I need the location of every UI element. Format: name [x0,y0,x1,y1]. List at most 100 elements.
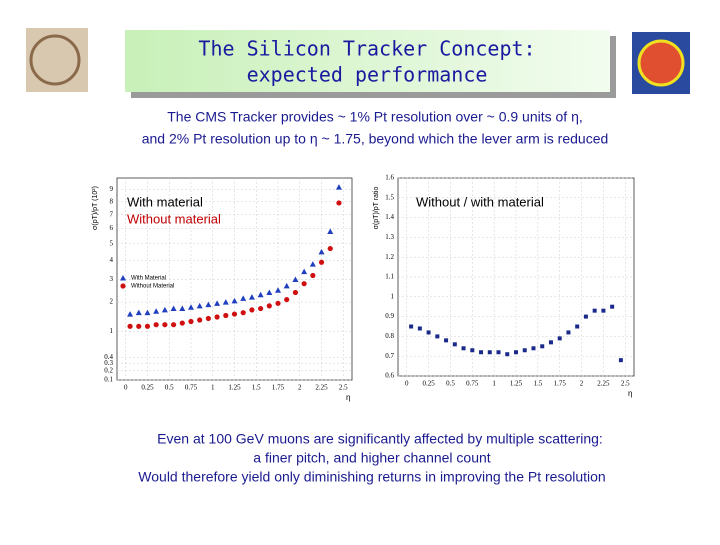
marker [275,300,281,306]
x-tick-label: 0.25 [422,380,435,388]
marker [161,306,168,313]
marker [444,338,449,343]
marker [170,322,177,328]
marker [127,323,133,329]
intro-text: and 2% Pt resolution up to η ~ 1.75, bey… [142,131,609,147]
marker [283,282,290,289]
marker [162,322,168,328]
x-tick-label: 1 [211,384,215,392]
overlay-label: Without / with material [416,194,544,209]
y-tick-label: 2 [110,298,114,306]
marker [327,245,333,252]
marker [258,305,264,312]
marker [409,324,414,329]
marker [496,350,501,355]
marker [301,268,308,275]
title-box [125,30,610,92]
marker [144,309,151,316]
marker [179,320,185,326]
conclusion-text: a finer pitch, and higher channel count [253,450,490,466]
x-tick-label: 2 [298,384,302,392]
marker [327,228,334,235]
marker [540,344,545,349]
y-tick-label: 1.1 [385,273,394,281]
marker [231,297,238,304]
marker [557,336,562,341]
y-tick-label: 1.4 [385,213,394,221]
y-tick-label: 0.6 [385,372,394,380]
marker [257,291,264,298]
x-tick-label: 1.75 [272,384,285,392]
marker [301,281,307,287]
marker [514,350,518,355]
marker [452,342,457,347]
marker [275,287,282,293]
marker [170,305,177,312]
y-tick-label: 0.7 [385,352,394,360]
y-tick-label: 6 [110,224,114,232]
marker [284,296,290,303]
intro-text: The CMS Tracker provides ~ 1% Pt resolut… [167,109,583,125]
x-tick-label: 0.75 [466,380,479,388]
x-tick-label: 0 [124,384,128,392]
marker [187,304,194,310]
marker [136,323,142,329]
legend-label: With Material [131,276,166,282]
y-tick-label: 0.8 [385,332,394,340]
marker [292,289,299,296]
y-tick-label: 0.9 [385,312,394,320]
marker [592,308,597,313]
y-tick-label: 3 [110,275,114,283]
conclusion-text: Would therefore yield only diminishing r… [138,469,605,485]
marker [188,318,194,325]
y-tick-label: 1 [110,327,114,335]
x-tick-label: 0.5 [446,380,455,388]
marker [479,350,484,355]
cms-icon-ring [637,39,685,87]
marker [249,307,255,313]
marker [610,304,615,309]
marker [205,315,211,322]
marker [461,346,466,351]
marker [240,295,247,301]
x-tick-label: 2.5 [621,380,630,388]
marker [310,272,316,279]
x-tick-label: 2.5 [339,384,348,392]
marker [522,348,527,353]
y-tick-label: 1.3 [385,233,394,241]
marker [214,300,221,306]
marker [223,312,229,319]
conclusion-text: Even at 100 GeV muons are significantly … [157,431,603,447]
marker [470,348,475,353]
y-tick-label: 4 [110,256,114,264]
marker [127,311,134,317]
y-tick-label: 0.4 [104,353,113,361]
marker [566,330,571,335]
x-axis-label: η [628,389,632,398]
x-tick-label: 2.25 [597,380,610,388]
x-tick-label: 1 [492,380,496,388]
legend-marker [120,283,126,289]
marker [266,303,272,309]
x-tick-label: 1.5 [252,384,261,392]
marker [144,323,151,329]
x-tick-label: 1.5 [533,380,542,388]
x-tick-label: 2 [580,380,584,388]
marker [435,334,440,339]
marker [196,302,203,309]
marker [222,299,229,305]
x-tick-label: 0 [405,380,409,388]
x-tick-label: 0.75 [185,384,198,392]
y-axis-label: σ(pT)/pT ratio [373,187,380,230]
x-tick-label: 1.25 [510,380,523,388]
y-tick-label: 0.1 [104,376,113,384]
marker [318,248,325,255]
marker [318,259,325,265]
marker [248,294,255,300]
legend-marker [120,275,126,281]
marker [583,314,588,319]
title: expected performance [247,63,488,87]
marker [153,308,160,314]
marker [205,301,212,308]
